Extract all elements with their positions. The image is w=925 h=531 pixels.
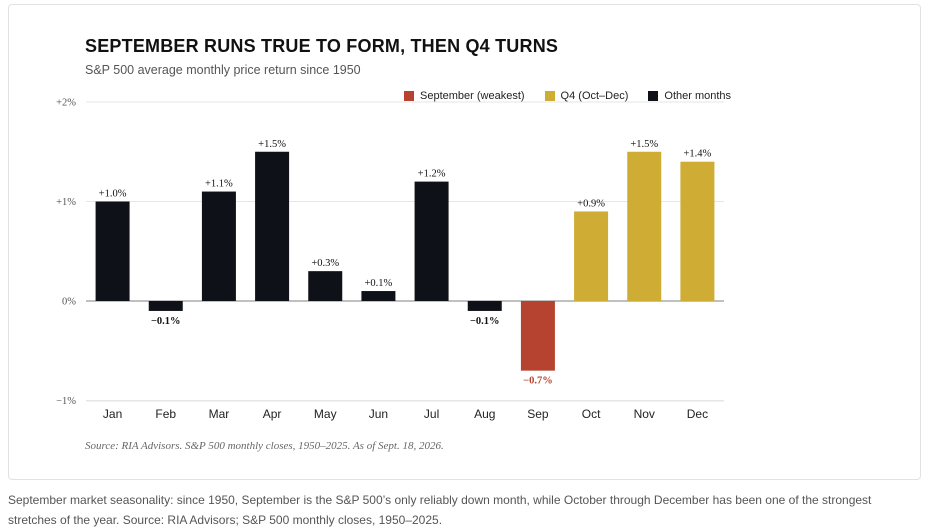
- data-label-jan: +1.0%: [99, 189, 127, 200]
- chart-legend: September (weakest) Q4 (Oct–Dec) Other m…: [404, 90, 731, 102]
- legend-item-september: September (weakest): [404, 90, 525, 102]
- x-tick-label-jan: Jan: [103, 407, 122, 421]
- bars: [95, 151, 715, 371]
- bar-dec: [680, 161, 715, 301]
- data-labels: +1.0% −0.1% +1.1% +1.5% +0.3% +0.1% +1.2% −0.1%…: [99, 139, 712, 387]
- data-label-mar: +1.1%: [205, 179, 233, 190]
- bar-nov: [627, 151, 662, 301]
- bar-feb: [148, 301, 183, 311]
- legend-label-other: Other months: [664, 90, 732, 102]
- legend-item-q4: Q4 (Oct–Dec): [544, 90, 629, 102]
- x-tick-label-dec: Dec: [687, 407, 708, 421]
- gridlines: [86, 101, 724, 402]
- data-label-apr: +1.5%: [258, 139, 286, 150]
- legend-swatch-q4: [544, 91, 555, 101]
- chart-subtitle: S&P 500 average monthly price return sin…: [85, 63, 361, 77]
- figure-caption: September market seasonality: since 1950…: [8, 493, 872, 527]
- legend-swatch-september: [404, 91, 414, 101]
- legend-label-q4: Q4 (Oct–Dec): [560, 90, 629, 102]
- x-tick-label-mar: Mar: [209, 407, 230, 421]
- y-tick-label: +1%: [56, 197, 76, 208]
- data-label-nov: +1.5%: [630, 139, 658, 150]
- x-tick-label-nov: Nov: [634, 407, 655, 421]
- y-tick-label: +2%: [56, 98, 76, 109]
- data-label-dec: +1.4%: [684, 149, 712, 160]
- x-tick-label-jul: Jul: [424, 407, 439, 421]
- x-tick-label-jun: Jun: [369, 407, 388, 421]
- x-tick-label-sep: Sep: [527, 407, 549, 421]
- source-note: Source: RIA Advisors. S&P 500 monthly cl…: [85, 440, 444, 452]
- x-axis-ticks: Jan Feb Mar Apr May Jun Jul Aug Sep Oct Nov Dec: [103, 407, 708, 421]
- bar-may: [308, 271, 343, 301]
- bar-mar: [201, 191, 236, 301]
- bar-jul: [414, 181, 449, 301]
- bar-apr: [255, 151, 290, 301]
- data-label-feb: −0.1%: [151, 316, 181, 327]
- y-tick-label: 0%: [62, 297, 76, 308]
- data-label-may: +0.3%: [311, 258, 339, 269]
- bar-jun: [361, 291, 396, 301]
- data-label-jul: +1.2%: [418, 169, 446, 180]
- data-label-sep: −0.7%: [523, 376, 553, 387]
- chart-title: SEPTEMBER RUNS TRUE TO FORM, THEN Q4 TUR…: [85, 36, 559, 56]
- bar-oct: [574, 211, 609, 301]
- data-label-oct: +0.9%: [577, 198, 605, 209]
- x-tick-label-aug: Aug: [474, 407, 495, 421]
- data-label-jun: +0.1%: [365, 278, 393, 289]
- x-tick-label-apr: Apr: [263, 407, 282, 421]
- x-tick-label-feb: Feb: [155, 407, 176, 421]
- data-label-aug: −0.1%: [470, 316, 500, 327]
- legend-item-other: Other months: [648, 90, 731, 102]
- x-tick-label-oct: Oct: [582, 407, 601, 421]
- bar-jan: [95, 201, 130, 301]
- y-axis-ticks: −1% 0% +1% +2%: [56, 98, 76, 408]
- bar-sep: [520, 301, 555, 371]
- legend-swatch-other: [648, 91, 659, 101]
- x-tick-label-may: May: [314, 407, 337, 421]
- y-tick-label: −1%: [56, 396, 76, 407]
- legend-label-september: September (weakest): [420, 90, 525, 102]
- bar-aug: [467, 301, 502, 311]
